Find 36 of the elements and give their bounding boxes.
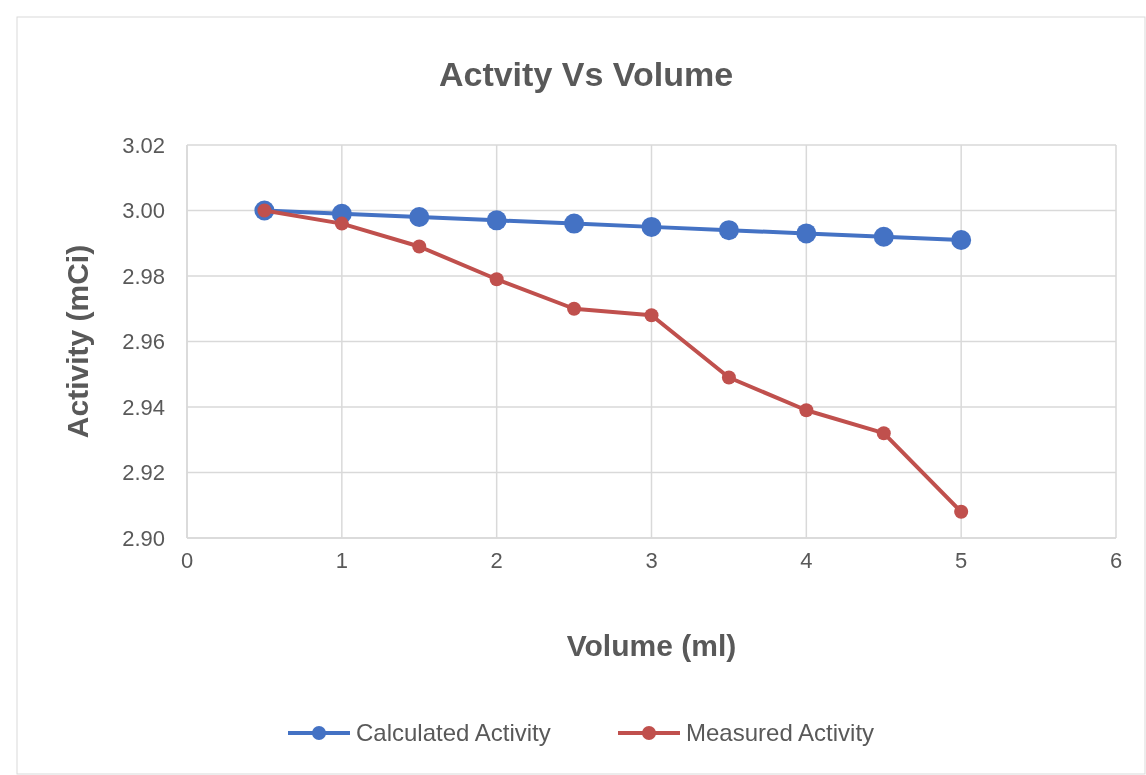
y-tick-label: 2.90 [122,525,165,551]
y-tick-label: 3.02 [122,132,165,158]
y-tick-label: 2.96 [122,329,165,355]
point [873,226,894,247]
x-tick-label: 6 [1109,548,1123,573]
point [876,426,891,441]
point [951,229,972,250]
legend-label: Measured Activity [686,719,875,747]
y-axis-title: Activity (mCi) [61,244,94,439]
y-tick-label: 2.98 [122,263,165,289]
x-axis-title: Volume (ml) [566,629,737,662]
point [409,207,430,228]
chart-title: Actvity Vs Volume [438,55,734,93]
x-tick-label: 5 [955,548,968,573]
x-tick-label: 2 [490,548,503,573]
x-tick-label: 4 [800,548,813,573]
x-tick-label: 1 [335,548,348,573]
y-tick-label: 2.92 [122,460,165,486]
point [718,220,739,241]
y-tick-label: 2.94 [122,394,165,420]
x-tick-label: 0 [180,548,194,573]
point [334,216,349,231]
y-tick-label: 3.00 [122,198,165,224]
x-tick-label: 3 [645,548,658,573]
point [644,308,659,323]
point [489,272,504,287]
point [567,301,582,316]
point [412,239,427,254]
legend-label: Calculated Activity [356,719,551,747]
point [721,370,736,385]
point [486,210,507,231]
point [641,216,662,237]
point [954,504,969,519]
point [796,223,817,244]
point [564,213,585,234]
point [799,403,814,418]
